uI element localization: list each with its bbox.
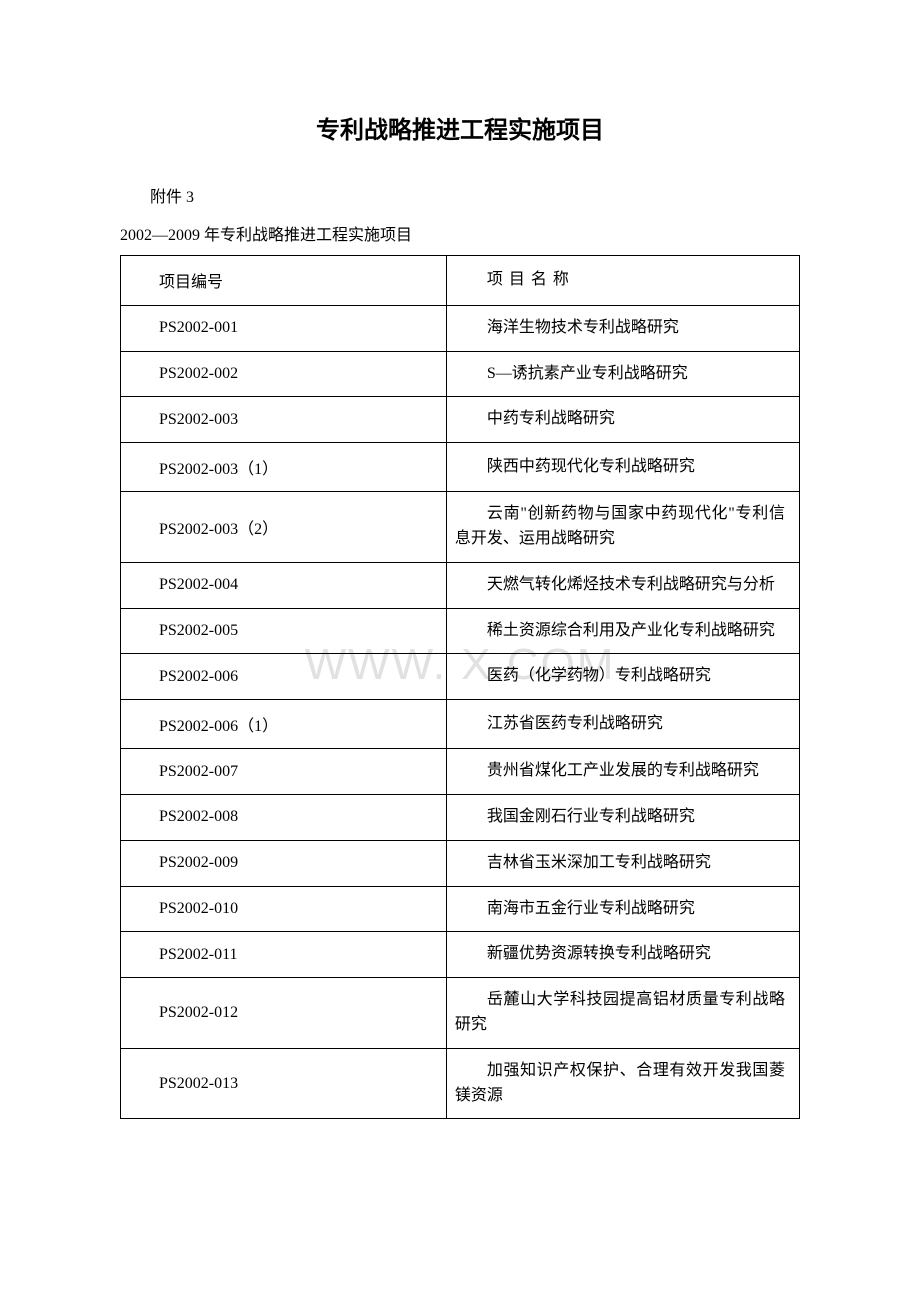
table-row: PS2002-003 中药专利战略研究 <box>121 397 800 443</box>
cell-id: PS2002-001 <box>121 305 447 351</box>
cell-name: 医药（化学药物）专利战略研究 <box>446 654 799 700</box>
cell-id: PS2002-011 <box>121 932 447 978</box>
cell-name: 稀土资源综合利用及产业化专利战略研究 <box>446 608 799 654</box>
cell-id: PS2002-006 <box>121 654 447 700</box>
table-row: PS2002-010 南海市五金行业专利战略研究 <box>121 886 800 932</box>
cell-id: PS2002-010 <box>121 886 447 932</box>
projects-table: 项目编号 项 目 名 称 PS2002-001 海洋生物技术专利战略研究 PS2… <box>120 255 800 1119</box>
table-row: PS2002-006 医药（化学药物）专利战略研究 <box>121 654 800 700</box>
attachment-label: 附件 3 <box>120 183 800 207</box>
cell-name: 南海市五金行业专利战略研究 <box>446 886 799 932</box>
cell-id: PS2002-006（1） <box>121 700 447 749</box>
cell-name: 新疆优势资源转换专利战略研究 <box>446 932 799 978</box>
table-row: PS2002-012 岳麓山大学科技园提高铝材质量专利战略研究 <box>121 978 800 1049</box>
cell-id: PS2002-013 <box>121 1048 447 1119</box>
cell-name: 岳麓山大学科技园提高铝材质量专利战略研究 <box>446 978 799 1049</box>
table-body: 项目编号 项 目 名 称 PS2002-001 海洋生物技术专利战略研究 PS2… <box>121 256 800 1119</box>
cell-name: 天燃气转化烯烃技术专利战略研究与分析 <box>446 562 799 608</box>
cell-id: PS2002-003 <box>121 397 447 443</box>
table-row: PS2002-003（2） 云南"创新药物与国家中药现代化"专利信息开发、运用战… <box>121 492 800 563</box>
table-row: PS2002-007 贵州省煤化工产业发展的专利战略研究 <box>121 749 800 795</box>
table-row: PS2002-008 我国金刚石行业专利战略研究 <box>121 794 800 840</box>
cell-id: PS2002-004 <box>121 562 447 608</box>
cell-id: PS2002-009 <box>121 840 447 886</box>
header-project-id: 项目编号 <box>121 256 447 306</box>
header-project-name: 项 目 名 称 <box>446 256 799 306</box>
cell-name: 吉林省玉米深加工专利战略研究 <box>446 840 799 886</box>
cell-id: PS2002-003（2） <box>121 492 447 563</box>
table-header-row: 项目编号 项 目 名 称 <box>121 256 800 306</box>
cell-id: PS2002-007 <box>121 749 447 795</box>
cell-id: PS2002-002 <box>121 351 447 397</box>
cell-id: PS2002-008 <box>121 794 447 840</box>
table-row: PS2002-009 吉林省玉米深加工专利战略研究 <box>121 840 800 886</box>
cell-id: PS2002-003（1） <box>121 443 447 492</box>
cell-id: PS2002-012 <box>121 978 447 1049</box>
page-title: 专利战略推进工程实施项目 <box>120 110 800 145</box>
cell-name: 加强知识产权保护、合理有效开发我国菱镁资源 <box>446 1048 799 1119</box>
table-row: PS2002-003（1） 陕西中药现代化专利战略研究 <box>121 443 800 492</box>
subtitle: 2002—2009 年专利战略推进工程实施项目 <box>120 221 800 245</box>
cell-name: 江苏省医药专利战略研究 <box>446 700 799 749</box>
cell-name: 我国金刚石行业专利战略研究 <box>446 794 799 840</box>
cell-name: S—诱抗素产业专利战略研究 <box>446 351 799 397</box>
table-row: PS2002-002 S—诱抗素产业专利战略研究 <box>121 351 800 397</box>
document-content: 专利战略推进工程实施项目 附件 3 2002—2009 年专利战略推进工程实施项… <box>120 110 800 1119</box>
cell-id: PS2002-005 <box>121 608 447 654</box>
table-row: PS2002-006（1） 江苏省医药专利战略研究 <box>121 700 800 749</box>
table-row: PS2002-004 天燃气转化烯烃技术专利战略研究与分析 <box>121 562 800 608</box>
cell-name: 贵州省煤化工产业发展的专利战略研究 <box>446 749 799 795</box>
table-row: PS2002-001 海洋生物技术专利战略研究 <box>121 305 800 351</box>
cell-name: 中药专利战略研究 <box>446 397 799 443</box>
table-row: PS2002-011 新疆优势资源转换专利战略研究 <box>121 932 800 978</box>
cell-name: 云南"创新药物与国家中药现代化"专利信息开发、运用战略研究 <box>446 492 799 563</box>
table-row: PS2002-005 稀土资源综合利用及产业化专利战略研究 <box>121 608 800 654</box>
cell-name: 陕西中药现代化专利战略研究 <box>446 443 799 492</box>
cell-name: 海洋生物技术专利战略研究 <box>446 305 799 351</box>
table-row: PS2002-013 加强知识产权保护、合理有效开发我国菱镁资源 <box>121 1048 800 1119</box>
